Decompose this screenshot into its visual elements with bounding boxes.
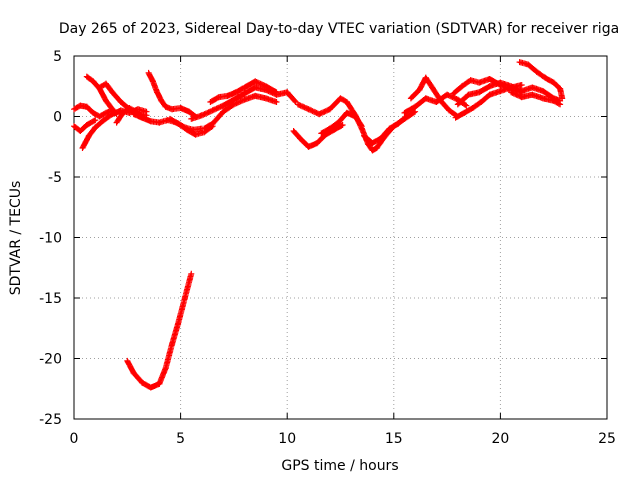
y-tick-label: -15 xyxy=(39,291,62,307)
data-segment xyxy=(550,97,564,108)
series-track-22 xyxy=(516,59,566,102)
data-segment xyxy=(262,83,280,96)
data-segment xyxy=(378,125,393,142)
data-segment xyxy=(209,108,227,127)
y-tick-label: -5 xyxy=(48,170,62,186)
data-segment xyxy=(83,117,99,128)
data-segment xyxy=(130,370,146,386)
series-track-16 xyxy=(361,113,410,147)
data-segment xyxy=(230,90,248,103)
series-track-23 xyxy=(508,89,564,108)
x-axis: 0 5 10 15 20 25 xyxy=(70,56,616,447)
y-tick-label: -20 xyxy=(39,352,62,368)
plot-frame xyxy=(73,55,608,420)
data-segment xyxy=(109,106,120,118)
data-segment xyxy=(352,113,365,130)
data-segment xyxy=(557,85,566,102)
data-segment xyxy=(262,95,280,105)
x-tick-label: 5 xyxy=(176,431,185,447)
series-track-10 xyxy=(188,84,299,122)
series-track-15 xyxy=(318,109,365,137)
x-tick-label: 25 xyxy=(598,431,616,447)
grid xyxy=(74,56,607,419)
data-series xyxy=(71,59,566,391)
data-segment xyxy=(314,131,329,147)
data-segment xyxy=(109,89,124,105)
series-track-7 xyxy=(145,69,199,120)
data-segment xyxy=(284,89,299,105)
x-tick-label: 15 xyxy=(385,431,403,447)
data-segment xyxy=(407,86,423,102)
data-segment xyxy=(395,113,410,127)
data-segment xyxy=(135,106,150,115)
series-track-3 xyxy=(71,117,99,134)
data-segment xyxy=(169,319,182,347)
data-segment xyxy=(162,341,176,372)
series-track-24 xyxy=(124,270,195,391)
y-tick-label: -25 xyxy=(39,412,62,428)
data-segment xyxy=(175,295,188,326)
data-segment xyxy=(454,91,472,108)
data-segment xyxy=(401,103,419,116)
y-tick-label: -10 xyxy=(39,231,62,247)
y-tick-label: 0 xyxy=(53,110,62,126)
data-segment xyxy=(331,122,346,133)
x-axis-label: GPS time / hours xyxy=(281,458,398,474)
chart-title: Day 265 of 2023, Sidereal Day-to-day VTE… xyxy=(59,21,619,37)
y-axis: -25 -20 -15 -10 -5 0 5 xyxy=(39,49,607,428)
series-track-14 xyxy=(290,122,346,150)
y-tick-label: 5 xyxy=(53,49,62,65)
data-segment xyxy=(181,270,195,301)
data-segment xyxy=(220,101,237,115)
y-axis-label: SDTVAR / TECUs xyxy=(8,181,24,296)
series-track-21 xyxy=(454,79,564,108)
x-tick-label: 0 xyxy=(70,431,79,447)
x-tick-label: 20 xyxy=(491,431,509,447)
series-track-11 xyxy=(201,92,280,132)
x-tick-label: 10 xyxy=(278,431,296,447)
series-track-12 xyxy=(207,78,280,105)
